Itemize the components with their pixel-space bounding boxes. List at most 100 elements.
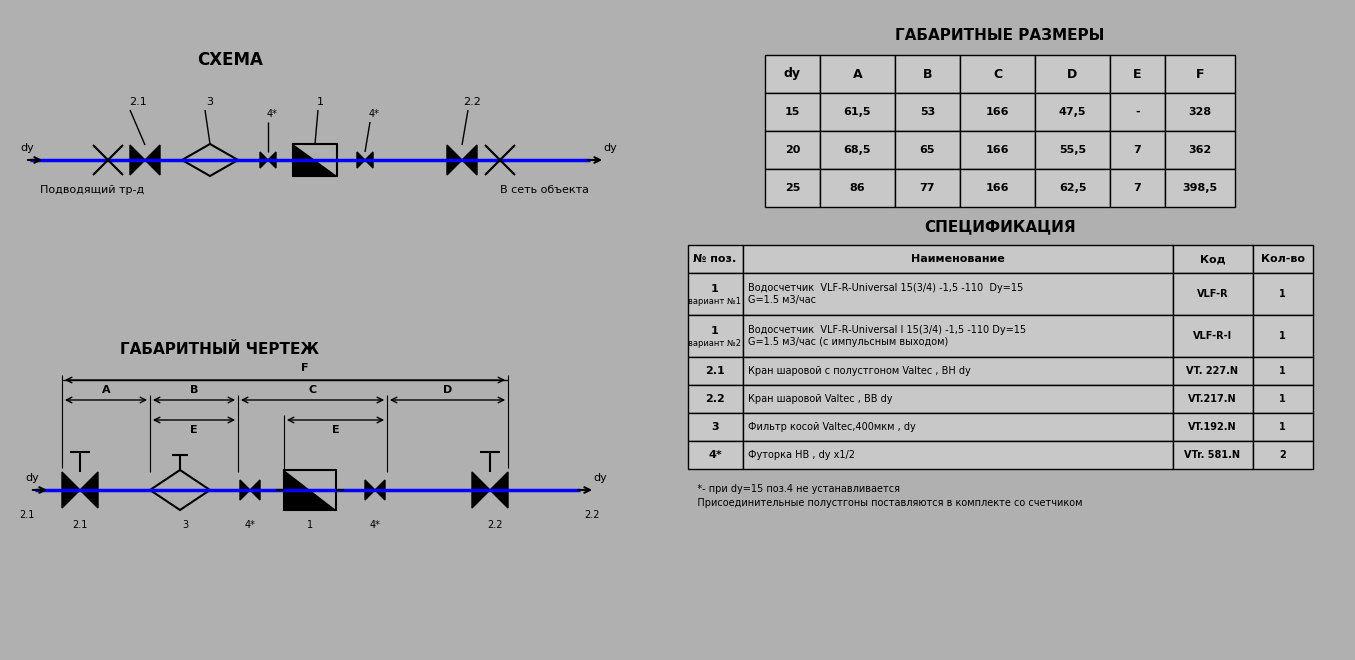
Text: 1: 1 [1279, 289, 1286, 299]
Bar [743, 357, 1172, 385]
Text: 25: 25 [785, 183, 801, 193]
Text: СПЕЦИФИКАЦИЯ: СПЕЦИФИКАЦИЯ [924, 220, 1076, 234]
Polygon shape [285, 470, 336, 510]
Bar [1252, 441, 1313, 469]
Text: VT.217.N: VT.217.N [1188, 394, 1237, 404]
Polygon shape [62, 472, 80, 508]
Bar [896, 169, 959, 207]
Text: 68,5: 68,5 [844, 145, 871, 155]
Bar [820, 55, 896, 93]
Bar [1165, 169, 1234, 207]
Text: 4*: 4* [244, 520, 256, 530]
Text: 2: 2 [1279, 450, 1286, 460]
Text: 1: 1 [308, 520, 313, 530]
Text: СХЕМА: СХЕМА [196, 51, 263, 69]
Bar [1110, 55, 1165, 93]
Bar [766, 131, 820, 169]
Polygon shape [375, 480, 385, 500]
Text: D: D [1068, 67, 1077, 81]
Text: ГАБАРИТНЫЙ ЧЕРТЕЖ: ГАБАРИТНЫЙ ЧЕРТЕЖ [121, 343, 320, 358]
Bar [1172, 245, 1252, 273]
Bar [1035, 93, 1110, 131]
Polygon shape [364, 152, 373, 168]
Text: 166: 166 [985, 145, 1009, 155]
Polygon shape [260, 152, 268, 168]
Text: C: C [993, 67, 1003, 81]
Text: 47,5: 47,5 [1058, 107, 1087, 117]
Text: B: B [923, 67, 932, 81]
Text: 20: 20 [785, 145, 801, 155]
Text: 55,5: 55,5 [1060, 145, 1087, 155]
Text: 4*: 4* [267, 109, 278, 119]
Bar [743, 385, 1172, 413]
Text: -: - [1135, 107, 1140, 117]
Text: 166: 166 [985, 107, 1009, 117]
Text: 77: 77 [920, 183, 935, 193]
Text: вариант №1: вариант №1 [688, 298, 741, 306]
Text: D: D [443, 385, 453, 395]
Bar [1172, 441, 1252, 469]
Text: VT.192.N: VT.192.N [1188, 422, 1237, 432]
Bar [1172, 385, 1252, 413]
Text: G=1.5 м3/час (с импульсным выходом): G=1.5 м3/час (с импульсным выходом) [748, 337, 947, 347]
Polygon shape [447, 145, 462, 175]
Text: Кол-во: Кол-во [1260, 254, 1305, 264]
Text: dy: dy [20, 143, 34, 153]
Bar [285, 470, 336, 510]
Bar [1110, 131, 1165, 169]
Text: Футорка НВ , dy x1/2: Футорка НВ , dy x1/2 [748, 450, 855, 460]
Text: G=1.5 м3/час: G=1.5 м3/час [748, 295, 816, 305]
Text: E: E [190, 425, 198, 435]
Text: dy: dy [24, 473, 39, 483]
Text: 1: 1 [1279, 394, 1286, 404]
Polygon shape [150, 470, 210, 510]
Text: VLF-R-I: VLF-R-I [1192, 331, 1232, 341]
Text: VLF-R: VLF-R [1196, 289, 1229, 299]
Text: 1: 1 [317, 97, 324, 107]
Bar [1172, 273, 1252, 315]
Bar [743, 413, 1172, 441]
Text: 3: 3 [182, 520, 188, 530]
Bar [743, 441, 1172, 469]
Text: A: A [852, 67, 862, 81]
Text: Кран шаровой Valtec , ВВ dy: Кран шаровой Valtec , ВВ dy [748, 394, 892, 404]
Bar [687, 385, 743, 413]
Bar [766, 55, 820, 93]
Text: 3: 3 [206, 97, 214, 107]
Text: 2.1: 2.1 [705, 366, 725, 376]
Text: 15: 15 [785, 107, 801, 117]
Text: 2.2: 2.2 [584, 510, 600, 520]
Polygon shape [364, 480, 375, 500]
Text: 1: 1 [711, 326, 720, 336]
Text: 2.2: 2.2 [488, 520, 503, 530]
Bar [896, 55, 959, 93]
Bar [687, 357, 743, 385]
Text: 62,5: 62,5 [1058, 183, 1087, 193]
Bar [896, 93, 959, 131]
Bar [1252, 357, 1313, 385]
Text: 65: 65 [920, 145, 935, 155]
Text: A: A [102, 385, 110, 395]
Text: 2.1: 2.1 [129, 97, 146, 107]
Polygon shape [491, 472, 508, 508]
Bar [1252, 273, 1313, 315]
Text: 328: 328 [1188, 107, 1211, 117]
Text: F: F [301, 363, 309, 373]
Bar [293, 144, 337, 176]
Bar [1110, 169, 1165, 207]
Text: Водосчетчик  VLF-R-Universal I 15(3/4) -1,5 -110 Dy=15: Водосчетчик VLF-R-Universal I 15(3/4) -1… [748, 325, 1026, 335]
Bar [1172, 357, 1252, 385]
Bar [1252, 385, 1313, 413]
Text: 2.1: 2.1 [19, 510, 35, 520]
Polygon shape [356, 152, 364, 168]
Text: 4*: 4* [709, 450, 722, 460]
Text: C: C [309, 385, 317, 395]
Text: VTr. 581.N: VTr. 581.N [1184, 450, 1240, 460]
Polygon shape [80, 472, 98, 508]
Text: E: E [332, 425, 339, 435]
Bar [820, 169, 896, 207]
Bar [743, 315, 1172, 357]
Bar [820, 131, 896, 169]
Text: 398,5: 398,5 [1183, 183, 1218, 193]
Text: E: E [1133, 67, 1142, 81]
